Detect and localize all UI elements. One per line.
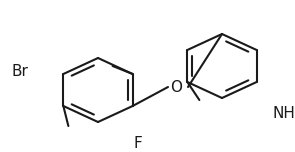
Text: Br: Br bbox=[11, 64, 28, 79]
Text: O: O bbox=[170, 79, 182, 95]
Text: NH2: NH2 bbox=[273, 105, 295, 121]
Text: F: F bbox=[134, 135, 142, 150]
